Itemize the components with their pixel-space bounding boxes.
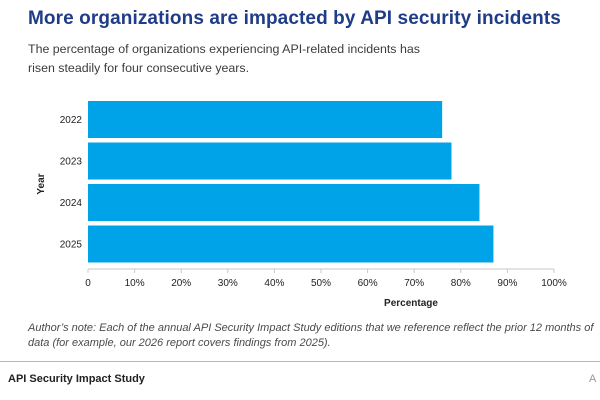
footer-page-marker: A: [589, 373, 597, 385]
x-tick-label: 60%: [358, 278, 378, 289]
x-tick-label: 80%: [451, 278, 471, 289]
bar-2023: [88, 142, 452, 180]
x-tick-label: 70%: [404, 278, 424, 289]
x-tick-label: 40%: [264, 278, 284, 289]
chart-subtitle: The percentage of organizations experien…: [28, 42, 420, 75]
x-axis-label: Percentage: [384, 298, 438, 309]
bar-2024: [88, 184, 480, 221]
y-tick-label: 2022: [60, 115, 83, 126]
footer-divider: [0, 361, 600, 362]
y-tick-label: 2025: [60, 240, 83, 251]
bar-chart: 2022 2023 2024 2025 0 10% 20% 30% 40% 50% 60% 70% 8…: [36, 101, 567, 309]
author-note: Author’s note: Each of the annual API Se…: [28, 322, 594, 349]
bar-2025: [88, 225, 494, 263]
x-tick-label: 0: [85, 278, 91, 289]
x-tick-label: 10%: [125, 278, 145, 289]
bar-2022: [88, 101, 443, 138]
x-tick-label: 20%: [171, 278, 191, 289]
y-tick-label: 2023: [60, 157, 83, 168]
y-axis-label: Year: [36, 173, 47, 194]
x-tick-label: 90%: [497, 278, 517, 289]
x-tick-label: 30%: [218, 278, 238, 289]
x-tick-label: 50%: [311, 278, 331, 289]
x-tick-label: 100%: [541, 278, 567, 289]
y-tick-label: 2024: [60, 198, 83, 209]
chart-title: More organizations are impacted by API s…: [28, 8, 561, 29]
footer-title: API Security Impact Study: [8, 373, 145, 385]
